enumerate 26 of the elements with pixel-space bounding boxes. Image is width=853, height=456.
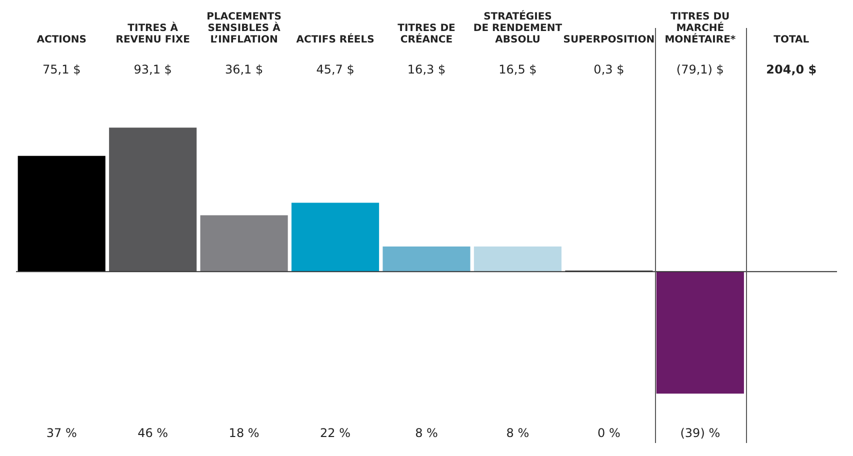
- x-tick-label: STRATÉGIES DE RENDEMENT ABSOLU: [473, 9, 562, 46]
- x-tick-label: PLACEMENTS SENSIBLES À L’INFLATION: [206, 11, 282, 46]
- text: 0,3 $: [594, 62, 624, 77]
- x-tick-label: SUPERPOSITION: [563, 34, 655, 46]
- text: 45,7 $: [316, 62, 354, 77]
- text: 75,1 $: [42, 62, 81, 77]
- text: 16,3 $: [407, 62, 446, 77]
- text: 36,1 $: [224, 62, 264, 77]
- x-tick-label: TITRES DU MARCHÉ MONÉTAIRE*: [664, 11, 736, 46]
- text: 93,1 $: [134, 62, 172, 77]
- text: (79,1) $: [676, 62, 724, 77]
- data-label: 8 %: [415, 426, 438, 440]
- data-label: 22 %: [320, 426, 351, 440]
- text: 16,5 $: [498, 62, 537, 77]
- x-tick-label: TOTAL: [774, 34, 810, 46]
- x-tick-label: TITRES À REVENU FIXE: [116, 20, 190, 46]
- data-label: (39) %: [680, 426, 720, 440]
- x-tick-label: ACTIONS: [36, 34, 86, 46]
- data-label: 8 %: [506, 426, 530, 440]
- data-label: 37 %: [46, 426, 77, 440]
- x-tick-label: ACTIFS RÉELS: [296, 32, 374, 46]
- x-tick-label: TITRES DE CRÉANCE: [398, 22, 456, 46]
- data-label: 46 %: [138, 426, 168, 440]
- data-label: 18 %: [228, 426, 260, 440]
- data-label: 0 %: [598, 426, 620, 440]
- text: 204,0 $: [766, 62, 817, 77]
